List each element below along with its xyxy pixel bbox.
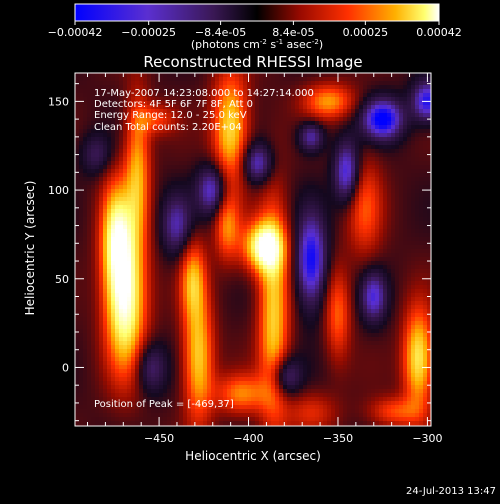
colorbar-tick-label: 0.00042 bbox=[416, 26, 462, 39]
y-tick-label: 100 bbox=[48, 184, 69, 197]
colorbar-tick-label: 0.00025 bbox=[343, 26, 389, 39]
y-tick-label: 50 bbox=[55, 273, 69, 286]
y-tick-label: 150 bbox=[48, 95, 69, 108]
annotation-energy-range: Energy Range: 12.0 - 25.0 keV bbox=[94, 110, 247, 121]
colorbar-gradient bbox=[75, 4, 439, 21]
annotation-clean-counts: Clean Total counts: 2.20E+04 bbox=[94, 122, 242, 133]
annotation-time-range: 17-May-2007 14:23:08.000 to 14:27:14.000 bbox=[94, 88, 314, 99]
colorbar-tick-label: −0.00025 bbox=[121, 26, 176, 39]
footer-date: 24-Jul-2013 13:47 bbox=[406, 486, 496, 497]
x-tick-label: −450 bbox=[144, 432, 174, 445]
colorbar-tick-label: −0.00042 bbox=[48, 26, 103, 39]
x-tick-label: −300 bbox=[412, 432, 442, 445]
plot-title: Reconstructed RHESSI Image bbox=[143, 53, 362, 71]
y-axis-title: Heliocentric Y (arcsec) bbox=[23, 181, 37, 316]
x-axis-title: Heliocentric X (arcsec) bbox=[185, 449, 321, 463]
x-tick-label: −400 bbox=[233, 432, 263, 445]
y-tick-label: 0 bbox=[62, 361, 69, 374]
x-tick-label: −350 bbox=[323, 432, 353, 445]
annotation-peak-position: Position of Peak = [-469,37] bbox=[94, 399, 234, 410]
colorbar-unit-label: (photons cm-2 s-1 asec-2) bbox=[191, 38, 323, 51]
annotation-detectors: Detectors: 4F 5F 6F 7F 8F, Att 0 bbox=[94, 99, 253, 110]
